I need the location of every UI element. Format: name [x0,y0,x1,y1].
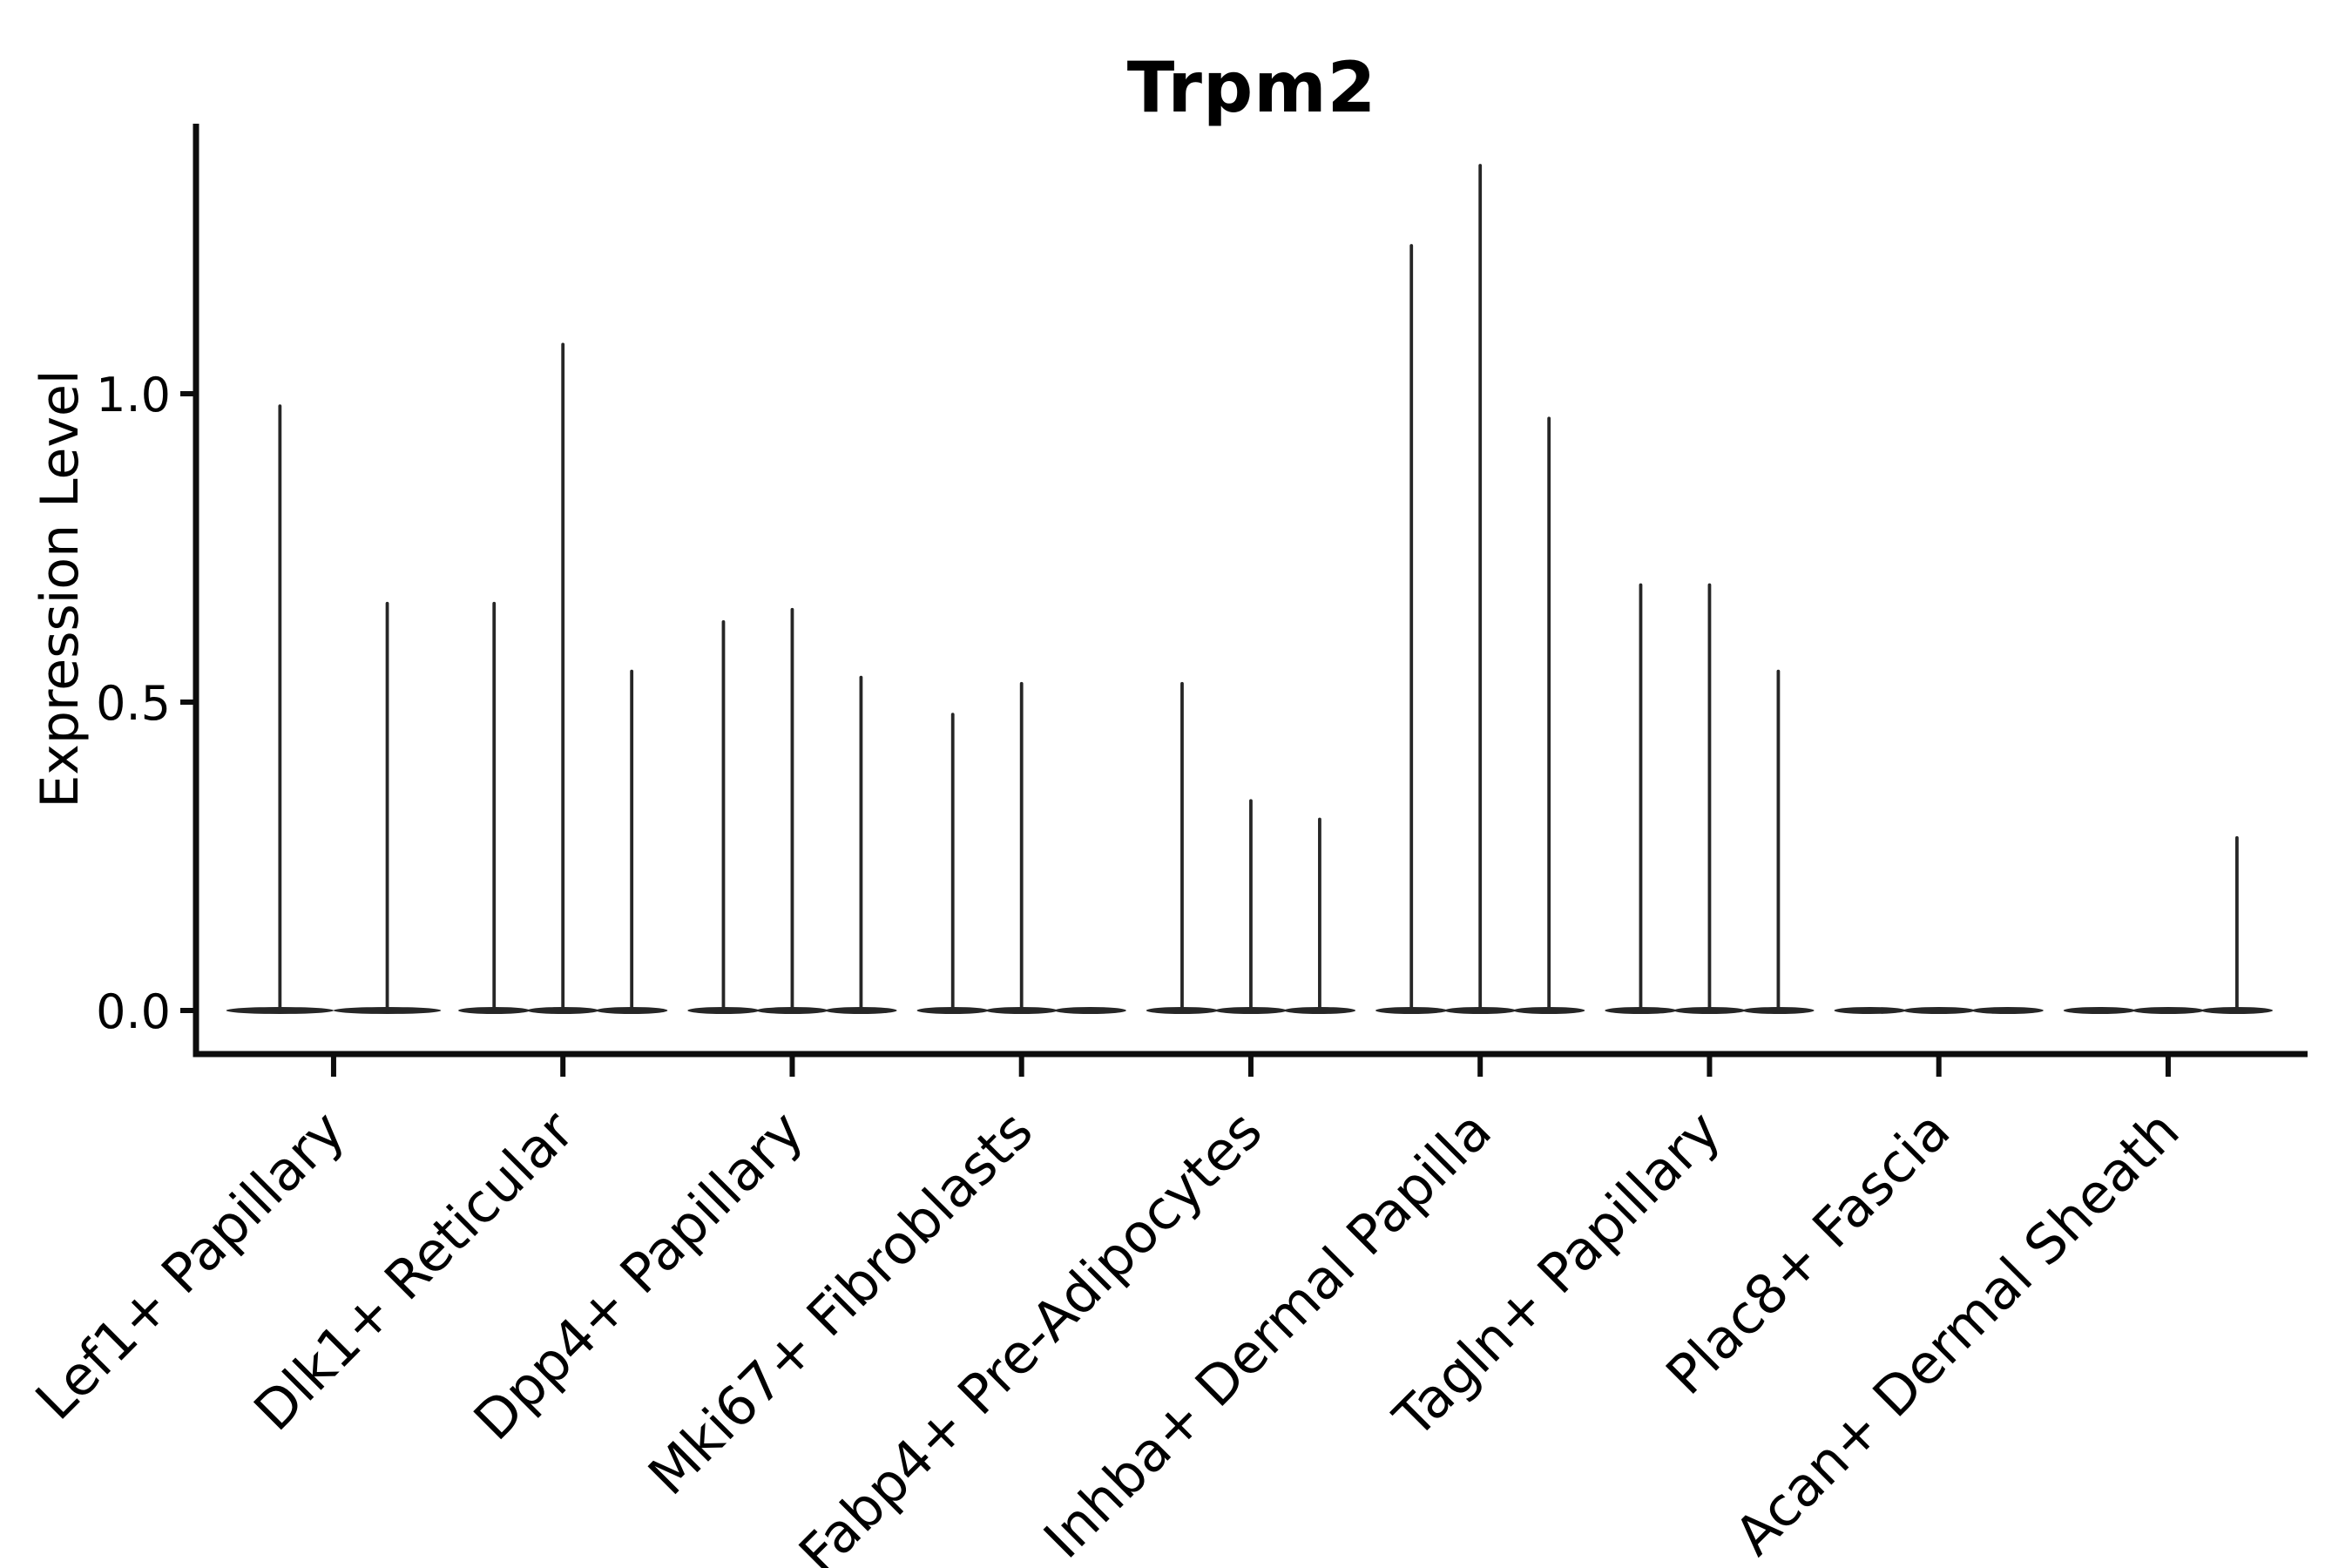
violin-base [2063,1007,2136,1014]
axes-layer [180,124,2308,1077]
chart-title: Trpm2 [1126,47,1377,128]
x-tick-label: Acan+ Dermal Sheath [1722,1098,2191,1567]
x-tick-label: Inhba+ Dermal Papilla [1031,1098,1504,1568]
violin-layer [226,164,2274,1014]
x-tick-label: Fabp4+ Pre-Adipocytes [787,1098,1274,1568]
y-tick-label-0_5: 0.5 [96,675,171,731]
violin-base [1054,1007,1126,1014]
y-tick-label-1_0: 1.0 [96,367,171,422]
x-tick-label: Mki67+ Fibroblasts [636,1098,1044,1507]
violin-base [1971,1007,2044,1014]
y-tick-label-0: 0.0 [96,983,171,1039]
violin-base [2132,1007,2205,1014]
violin-base [1903,1007,1975,1014]
violin-base [1834,1007,1906,1014]
